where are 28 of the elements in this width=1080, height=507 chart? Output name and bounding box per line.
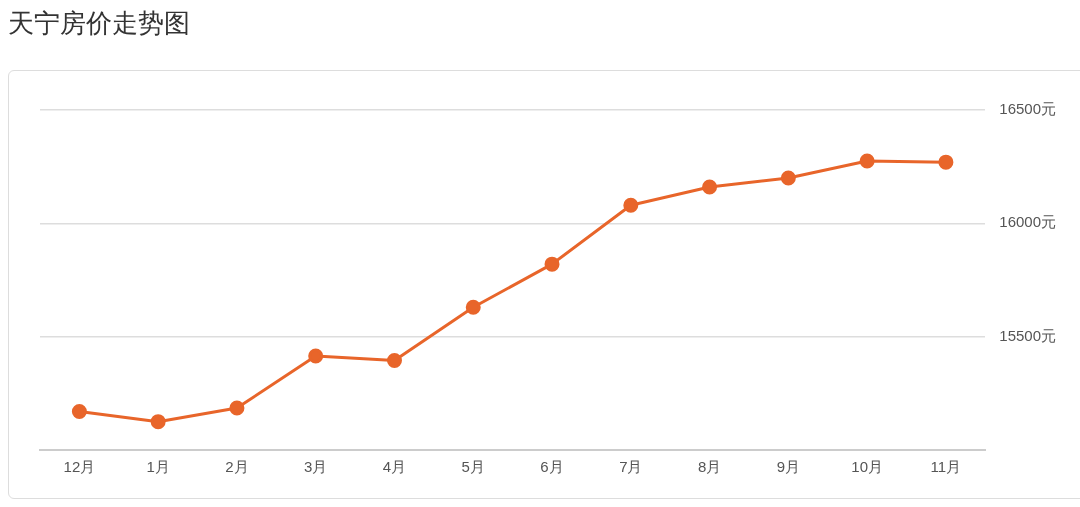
y-tick-label: 16000元	[999, 213, 1057, 231]
x-tick-label: 6月	[540, 458, 564, 476]
x-tick-label: 10月	[851, 458, 883, 476]
point	[702, 179, 718, 195]
x-tick-label: 4月	[382, 458, 407, 476]
point	[150, 414, 166, 430]
point	[544, 256, 560, 272]
point	[465, 299, 481, 315]
y-tick-label: 16500元	[999, 100, 1057, 118]
point	[780, 170, 796, 186]
x-tick-label: 7月	[619, 458, 643, 476]
x-tick-label: 11月	[930, 458, 962, 476]
point	[71, 403, 87, 419]
point	[229, 400, 245, 416]
point	[623, 197, 639, 213]
point	[938, 154, 954, 170]
point	[859, 153, 875, 169]
x-tick-label: 3月	[304, 458, 328, 476]
x-tick-label: 9月	[776, 458, 801, 476]
x-tick-label: 2月	[225, 458, 249, 476]
y-tick-label: 15500元	[999, 326, 1057, 344]
point	[308, 348, 324, 364]
chart-title: 天宁房价走势图	[8, 7, 190, 40]
x-tick-label: 12月	[63, 458, 96, 476]
x-tick-label: 8月	[697, 458, 722, 476]
point	[386, 352, 402, 368]
x-tick-label: 5月	[461, 458, 485, 476]
x-tick-label: 1月	[146, 458, 170, 476]
